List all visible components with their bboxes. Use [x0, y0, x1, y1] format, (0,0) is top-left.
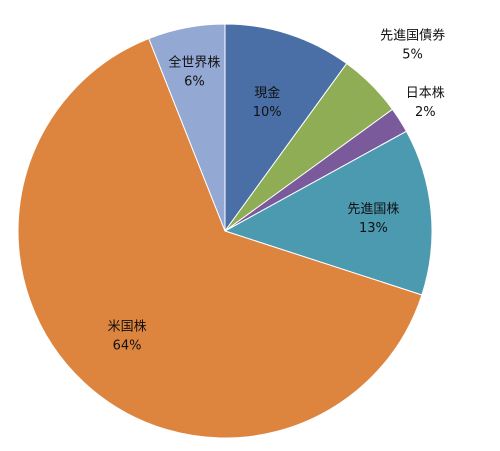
pie-slices	[17, 23, 433, 439]
pie-labels: 現金 10% 先進国債券 5% 日本株 2% 先進国株 13% 米国株 64% 全世界株 6%	[108, 27, 446, 353]
slice-label-category-3: 先進国株	[347, 202, 399, 217]
pie-slice-4	[17, 37, 423, 439]
slice-label-category-1: 先進国債券	[380, 27, 445, 43]
slice-label-value-4: 64%	[113, 339, 142, 354]
pie-slice-0	[224, 23, 348, 233]
slice-label-value-1: 5%	[402, 47, 423, 62]
slice-label-value-3: 13%	[359, 221, 388, 236]
slice-label-value-2: 2%	[415, 105, 436, 120]
pie-slice-5	[148, 23, 226, 232]
slice-label-category-0: 現金	[254, 85, 280, 101]
pie-slice-3	[223, 130, 433, 296]
slice-label-value-0: 10%	[253, 105, 282, 120]
slice-label-category-4: 米国株	[108, 320, 147, 335]
slice-label-category-2: 日本株	[406, 86, 445, 101]
slice-label-value-5: 6%	[184, 74, 205, 89]
slice-label-category-5: 全世界株	[168, 54, 220, 70]
